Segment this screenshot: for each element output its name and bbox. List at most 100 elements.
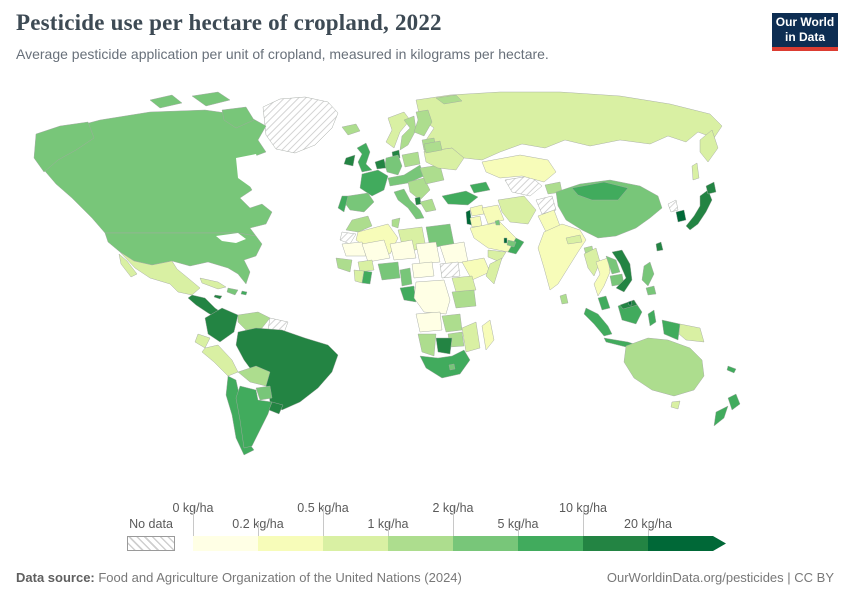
region-balkans[interactable] — [407, 177, 431, 201]
country-drc[interactable] — [413, 279, 451, 315]
country-poland[interactable] — [401, 151, 421, 168]
country-greenland[interactable] — [262, 96, 339, 154]
legend-bin-swatch-5[interactable] — [518, 536, 583, 551]
legend-bin-swatch-6[interactable] — [583, 536, 648, 551]
country-canada-island1[interactable] — [149, 94, 183, 109]
country-bolivia[interactable] — [237, 365, 271, 387]
country-alaska[interactable] — [33, 121, 95, 173]
legend-bin-swatch-0[interactable] — [193, 536, 258, 551]
country-finland[interactable] — [413, 109, 433, 137]
country-greece[interactable] — [419, 198, 437, 213]
country-yemen[interactable] — [487, 249, 507, 263]
country-uae[interactable] — [506, 239, 517, 248]
credit-link[interactable]: OurWorldinData.org/pesticides | CC BY — [606, 570, 834, 585]
country-colombia[interactable] — [204, 307, 239, 343]
country-romania[interactable] — [419, 164, 445, 185]
country-south-africa[interactable] — [419, 349, 471, 379]
country-oman[interactable] — [507, 237, 525, 255]
country-taiwan[interactable] — [655, 241, 664, 252]
country-ireland[interactable] — [343, 154, 356, 167]
country-peru[interactable] — [201, 344, 239, 377]
island-svalbard[interactable] — [435, 94, 463, 105]
country-canada-island2[interactable] — [191, 91, 231, 107]
region-kenya-uganda[interactable] — [451, 275, 477, 293]
country-cameroon[interactable] — [399, 267, 413, 287]
legend-no-data-swatch[interactable] — [127, 536, 175, 551]
country-saudi-arabia[interactable] — [469, 221, 517, 253]
country-zambia[interactable] — [441, 313, 463, 333]
country-chad[interactable] — [415, 241, 441, 265]
country-belarus[interactable] — [423, 140, 443, 154]
country-south-sudan[interactable] — [439, 261, 461, 279]
country-mexico-baja[interactable] — [118, 253, 138, 278]
country-kazakhstan[interactable] — [481, 154, 557, 183]
country-jamaica[interactable] — [213, 294, 223, 300]
country-venezuela[interactable] — [237, 311, 271, 331]
country-iceland[interactable] — [341, 123, 361, 136]
country-somalia[interactable] — [485, 257, 503, 285]
country-indonesia-papua[interactable] — [661, 319, 681, 341]
country-malaysia[interactable] — [597, 295, 611, 311]
country-australia[interactable] — [623, 337, 705, 397]
country-iran[interactable] — [497, 195, 537, 225]
country-portugal[interactable] — [337, 195, 349, 213]
country-botswana[interactable] — [435, 337, 453, 355]
legend-bin-swatch-1[interactable] — [258, 536, 323, 551]
country-lesotho[interactable] — [448, 363, 456, 371]
country-sweden[interactable] — [399, 115, 417, 151]
country-new-caledonia[interactable] — [726, 365, 737, 374]
country-ghana[interactable] — [361, 270, 373, 285]
country-india[interactable] — [537, 223, 587, 291]
country-qatar[interactable] — [503, 237, 508, 244]
country-tanzania[interactable] — [451, 289, 477, 309]
country-indonesia-sulawesi[interactable] — [647, 309, 657, 327]
country-uruguay[interactable] — [268, 401, 284, 415]
country-turkey[interactable] — [441, 190, 479, 206]
country-jordan[interactable] — [469, 215, 483, 228]
country-new-zealand-north[interactable] — [727, 393, 741, 411]
legend-bin-swatch-4[interactable] — [453, 536, 518, 551]
country-iraq[interactable] — [481, 204, 505, 225]
country-nepal[interactable] — [565, 234, 583, 245]
country-france[interactable] — [359, 169, 389, 197]
country-japan[interactable] — [685, 189, 713, 231]
region-senegal-guinea[interactable] — [335, 257, 353, 273]
region-benelux[interactable] — [374, 158, 387, 170]
country-norway[interactable] — [385, 111, 411, 149]
country-mexico[interactable] — [119, 251, 201, 296]
country-spain[interactable] — [343, 192, 375, 213]
country-niger[interactable] — [389, 239, 417, 261]
country-cuba[interactable] — [199, 277, 227, 290]
region-western-sahara[interactable] — [339, 231, 357, 245]
country-uk[interactable] — [356, 142, 373, 173]
country-indonesia-sumatra[interactable] — [583, 307, 613, 337]
country-north-korea[interactable] — [667, 199, 679, 213]
legend-bin-swatch-7[interactable] — [648, 536, 726, 551]
country-myanmar[interactable] — [583, 247, 601, 277]
country-morocco[interactable] — [345, 215, 373, 233]
country-albania[interactable] — [414, 196, 422, 206]
country-paraguay[interactable] — [255, 385, 273, 401]
country-sudan[interactable] — [439, 241, 469, 265]
country-png[interactable] — [678, 323, 705, 343]
country-madagascar[interactable] — [481, 319, 495, 351]
owid-logo[interactable]: Our World in Data — [772, 13, 838, 51]
country-russia[interactable] — [415, 91, 723, 161]
country-nigeria[interactable] — [377, 261, 401, 281]
country-afghanistan[interactable] — [535, 195, 557, 215]
country-tasmania[interactable] — [670, 400, 681, 410]
country-sri-lanka[interactable] — [559, 293, 569, 305]
country-burkina[interactable] — [357, 259, 375, 273]
country-brazil[interactable] — [235, 327, 339, 411]
country-japan-hokkaido[interactable] — [705, 181, 717, 195]
country-brunei[interactable] — [627, 300, 633, 306]
country-south-korea[interactable] — [675, 209, 687, 223]
country-mongolia[interactable] — [571, 181, 629, 201]
country-canada-baffin[interactable] — [221, 106, 255, 129]
country-italy[interactable] — [393, 188, 425, 220]
legend-bin-swatch-2[interactable] — [323, 536, 388, 551]
country-car[interactable] — [411, 261, 435, 279]
country-puerto-rico[interactable] — [240, 290, 248, 296]
country-ukraine[interactable] — [423, 147, 465, 171]
country-russia-kamchatka[interactable] — [699, 129, 719, 163]
